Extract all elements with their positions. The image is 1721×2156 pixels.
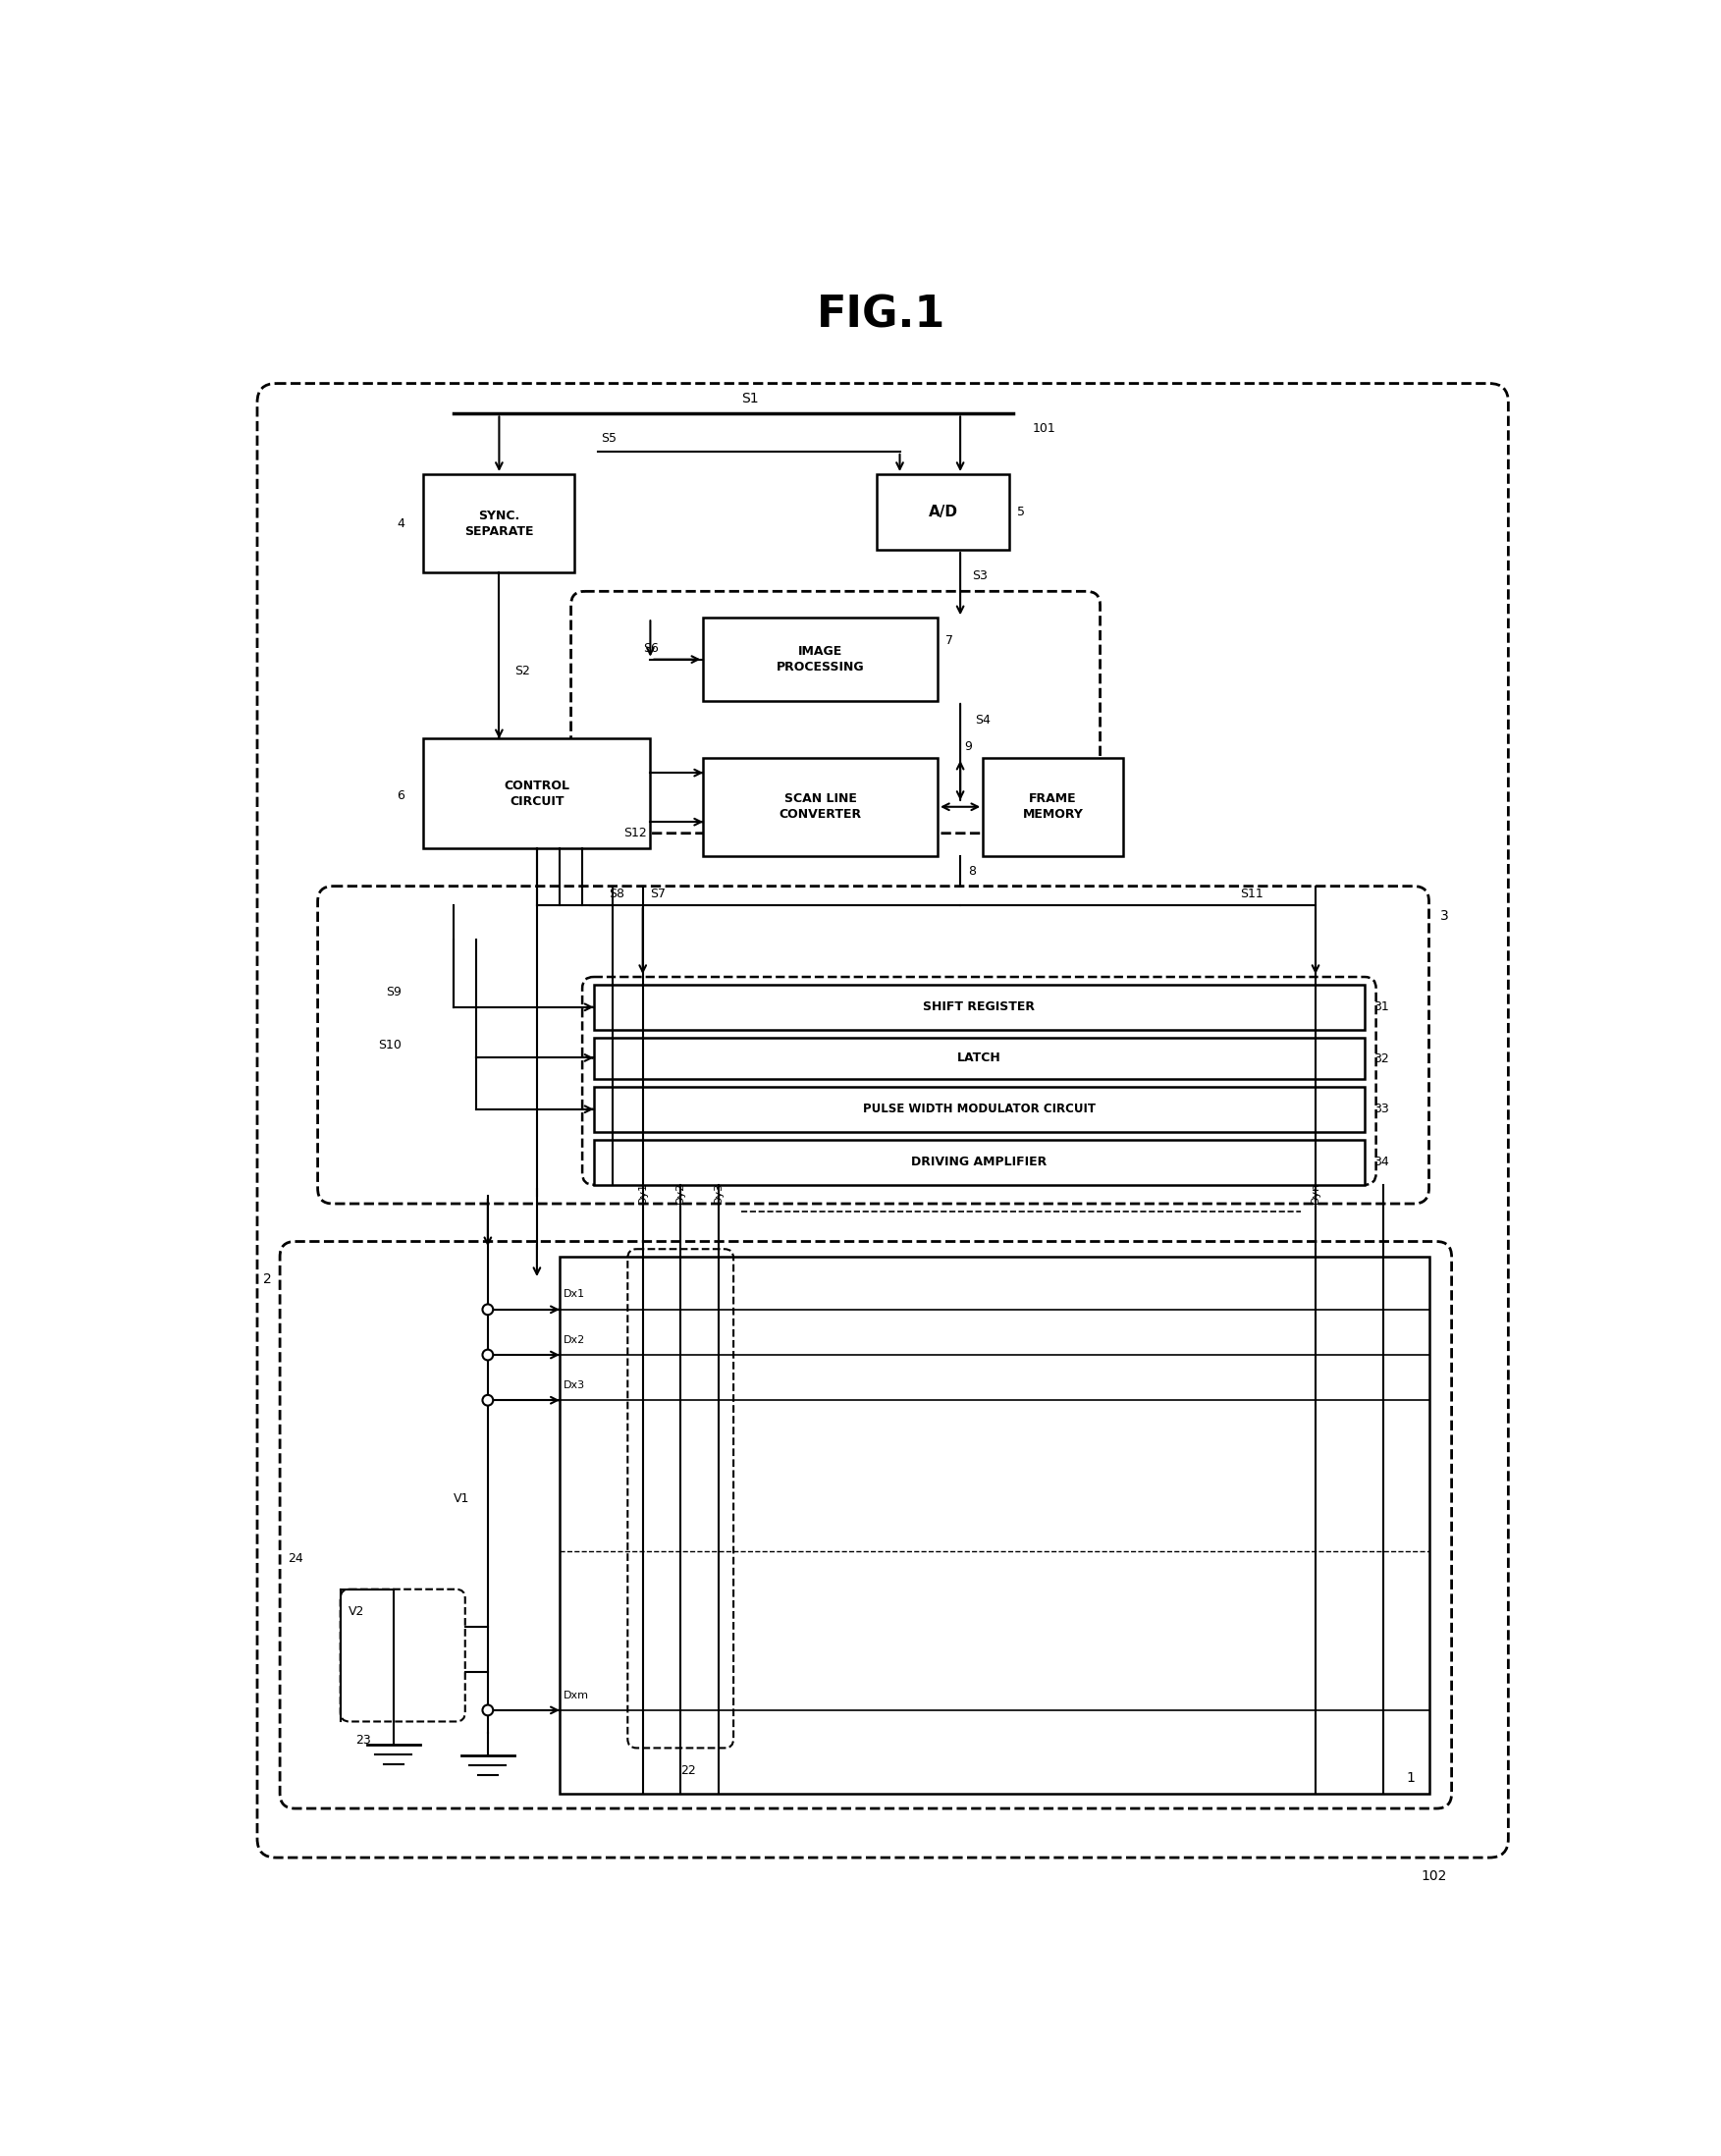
Text: Dy1: Dy1 (638, 1181, 647, 1203)
Text: S8: S8 (609, 888, 625, 899)
Text: V2: V2 (348, 1606, 365, 1619)
Bar (423, 740, 651, 847)
Text: 34: 34 (1373, 1156, 1389, 1169)
Text: S1: S1 (742, 392, 759, 405)
Text: S6: S6 (642, 642, 659, 655)
Text: S9: S9 (386, 985, 401, 998)
Text: S12: S12 (623, 828, 647, 839)
Text: FRAME
MEMORY: FRAME MEMORY (1022, 793, 1083, 821)
Text: S5: S5 (601, 431, 616, 444)
Text: 9: 9 (964, 740, 972, 752)
Text: 2: 2 (263, 1272, 272, 1287)
Text: 7: 7 (945, 634, 953, 647)
Text: Dx3: Dx3 (563, 1380, 585, 1391)
Text: PULSE WIDTH MODULATOR CIRCUIT: PULSE WIDTH MODULATOR CIRCUIT (862, 1104, 1096, 1115)
Bar (704, 757, 938, 856)
Text: Dx1: Dx1 (563, 1289, 585, 1300)
Text: SCAN LINE
CONVERTER: SCAN LINE CONVERTER (780, 793, 862, 821)
Circle shape (482, 1395, 494, 1406)
Text: 24: 24 (287, 1552, 303, 1565)
Text: 23: 23 (356, 1733, 372, 1746)
Text: V1: V1 (454, 1492, 470, 1505)
Text: IMAGE
PROCESSING: IMAGE PROCESSING (776, 645, 864, 673)
Text: S3: S3 (972, 569, 988, 582)
Text: 5: 5 (1017, 507, 1024, 517)
Bar (594, 1087, 1365, 1132)
Bar (423, 474, 575, 573)
Bar (878, 474, 1010, 550)
Circle shape (482, 1350, 494, 1360)
Text: LATCH: LATCH (957, 1052, 1002, 1065)
Text: Dx2: Dx2 (563, 1335, 585, 1345)
Text: 4: 4 (398, 517, 404, 530)
Text: Dyn: Dyn (1311, 1181, 1320, 1203)
Text: Dxm: Dxm (563, 1690, 589, 1699)
Text: CONTROL
CIRCUIT: CONTROL CIRCUIT (504, 778, 570, 808)
Text: S7: S7 (651, 888, 666, 899)
Text: 8: 8 (967, 865, 976, 877)
Text: S4: S4 (976, 714, 991, 727)
Text: SYNC.
SEPARATE: SYNC. SEPARATE (465, 509, 534, 537)
Text: Dy2: Dy2 (676, 1181, 685, 1203)
Text: 6: 6 (398, 789, 404, 802)
Bar (983, 757, 1122, 856)
Bar (594, 1138, 1365, 1186)
Text: 101: 101 (1033, 423, 1055, 436)
Bar (594, 985, 1365, 1031)
Bar (594, 1037, 1365, 1078)
Bar (704, 619, 938, 701)
Text: 3: 3 (1440, 910, 1449, 923)
Text: 31: 31 (1373, 1000, 1389, 1013)
Text: A/D: A/D (929, 505, 959, 520)
Text: Dy3: Dy3 (714, 1181, 723, 1203)
Text: 102: 102 (1422, 1869, 1447, 1884)
Text: 22: 22 (680, 1764, 695, 1777)
Text: 32: 32 (1373, 1052, 1389, 1065)
Text: FIG.1: FIG.1 (817, 295, 947, 336)
Text: DRIVING AMPLIFIER: DRIVING AMPLIFIER (912, 1156, 1046, 1169)
Text: S2: S2 (515, 664, 530, 677)
Bar (559, 1257, 1428, 1794)
Text: 1: 1 (1406, 1772, 1415, 1785)
Circle shape (482, 1304, 494, 1315)
Text: S11: S11 (1239, 888, 1263, 899)
Text: SHIFT REGISTER: SHIFT REGISTER (922, 1000, 1034, 1013)
Text: 33: 33 (1373, 1104, 1389, 1115)
Text: S10: S10 (379, 1039, 401, 1052)
Circle shape (482, 1705, 494, 1716)
